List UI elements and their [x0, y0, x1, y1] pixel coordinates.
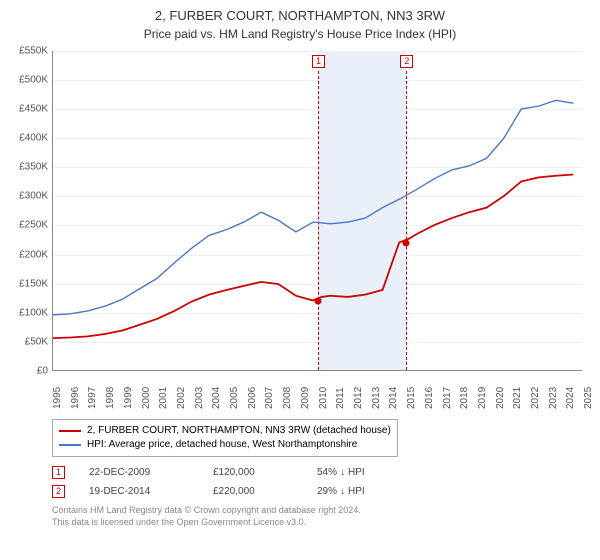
y-tick-label: £500K — [19, 74, 48, 85]
y-tick-label: £550K — [19, 45, 48, 56]
x-tick-label: 2018 — [459, 387, 470, 409]
arrow-down-icon: ↓ — [340, 467, 345, 478]
x-tick-label: 2019 — [477, 387, 488, 409]
x-tick-label: 2000 — [141, 387, 152, 409]
sale-marker-badge: 2 — [400, 55, 413, 68]
y-tick-label: £350K — [19, 162, 48, 173]
sales-diff: 29% ↓ HPI — [317, 486, 365, 497]
x-tick-label: 1998 — [105, 387, 116, 409]
x-tick-label: 2024 — [565, 387, 576, 409]
x-tick-label: 2003 — [194, 387, 205, 409]
y-tick-label: £50K — [25, 336, 48, 347]
x-tick-label: 2012 — [353, 387, 364, 409]
y-tick-label: £150K — [19, 278, 48, 289]
x-tick-label: 1997 — [87, 387, 98, 409]
x-tick-label: 2001 — [158, 387, 169, 409]
plot-area: 12 — [52, 51, 582, 371]
y-tick-label: £450K — [19, 104, 48, 115]
sale-dot-icon — [315, 298, 322, 305]
y-tick-label: £0 — [37, 365, 48, 376]
sales-marker-badge: 1 — [52, 466, 65, 479]
x-tick-label: 2016 — [424, 387, 435, 409]
x-tick-label: 2011 — [335, 387, 346, 409]
x-tick-label: 2017 — [442, 387, 453, 409]
y-tick-label: £300K — [19, 191, 48, 202]
x-tick-label: 2004 — [211, 387, 222, 409]
x-tick-label: 2007 — [264, 387, 275, 409]
x-axis: 1995199619971998199920002001200220032004… — [52, 391, 582, 411]
chart-area: £0£50K£100K£150K£200K£250K£300K£350K£400… — [52, 51, 582, 391]
legend-swatch-icon — [59, 444, 81, 446]
sales-table: 1 22-DEC-2009 £120,000 54% ↓ HPI 2 19-DEC-201… — [52, 463, 590, 501]
y-axis: £0£50K£100K£150K£200K£250K£300K£350K£400… — [10, 51, 50, 371]
sales-price: £120,000 — [213, 467, 293, 478]
x-tick-label: 2023 — [548, 387, 559, 409]
series-hpi — [53, 100, 573, 315]
sales-price: £220,000 — [213, 486, 293, 497]
x-tick-label: 1996 — [70, 387, 81, 409]
legend-label: HPI: Average price, detached house, West… — [87, 438, 357, 452]
chart-title: 2, FURBER COURT, NORTHAMPTON, NN3 3RW — [10, 8, 590, 25]
x-tick-label: 2010 — [318, 387, 329, 409]
x-tick-label: 2020 — [495, 387, 506, 409]
x-tick-label: 2014 — [388, 387, 399, 409]
series-price_paid — [53, 174, 573, 338]
sales-diff: 54% ↓ HPI — [317, 467, 365, 478]
x-tick-label: 2008 — [282, 387, 293, 409]
sales-row: 2 19-DEC-2014 £220,000 29% ↓ HPI — [52, 482, 590, 501]
arrow-down-icon: ↓ — [340, 486, 345, 497]
x-tick-label: 2013 — [371, 387, 382, 409]
y-tick-label: £100K — [19, 307, 48, 318]
y-tick-label: £250K — [19, 220, 48, 231]
legend-item-hpi: HPI: Average price, detached house, West… — [59, 438, 391, 452]
sale-dot-icon — [403, 239, 410, 246]
legend-item-price-paid: 2, FURBER COURT, NORTHAMPTON, NN3 3RW (d… — [59, 424, 391, 438]
legend-swatch-icon — [59, 430, 81, 432]
legend: 2, FURBER COURT, NORTHAMPTON, NN3 3RW (d… — [52, 419, 398, 457]
x-tick-label: 1999 — [123, 387, 134, 409]
y-tick-label: £200K — [19, 249, 48, 260]
x-tick-label: 2009 — [300, 387, 311, 409]
x-tick-label: 2006 — [247, 387, 258, 409]
sales-date: 19-DEC-2014 — [89, 486, 189, 497]
chart-container: 2, FURBER COURT, NORTHAMPTON, NN3 3RW Pr… — [0, 0, 600, 560]
x-tick-label: 2002 — [176, 387, 187, 409]
x-tick-label: 2005 — [229, 387, 240, 409]
footer-line: This data is licensed under the Open Gov… — [52, 517, 590, 529]
x-tick-label: 2021 — [512, 387, 523, 409]
footer-attribution: Contains HM Land Registry data © Crown c… — [52, 505, 590, 528]
x-tick-label: 2025 — [583, 387, 594, 409]
y-tick-label: £400K — [19, 133, 48, 144]
chart-subtitle: Price paid vs. HM Land Registry's House … — [10, 27, 590, 41]
chart-lines — [53, 51, 582, 370]
x-tick-label: 1995 — [52, 387, 63, 409]
x-tick-label: 2022 — [530, 387, 541, 409]
sales-marker-badge: 2 — [52, 485, 65, 498]
footer-line: Contains HM Land Registry data © Crown c… — [52, 505, 590, 517]
sales-date: 22-DEC-2009 — [89, 467, 189, 478]
x-tick-label: 2015 — [406, 387, 417, 409]
sales-row: 1 22-DEC-2009 £120,000 54% ↓ HPI — [52, 463, 590, 482]
sale-marker-badge: 1 — [312, 55, 325, 68]
legend-label: 2, FURBER COURT, NORTHAMPTON, NN3 3RW (d… — [87, 424, 391, 438]
